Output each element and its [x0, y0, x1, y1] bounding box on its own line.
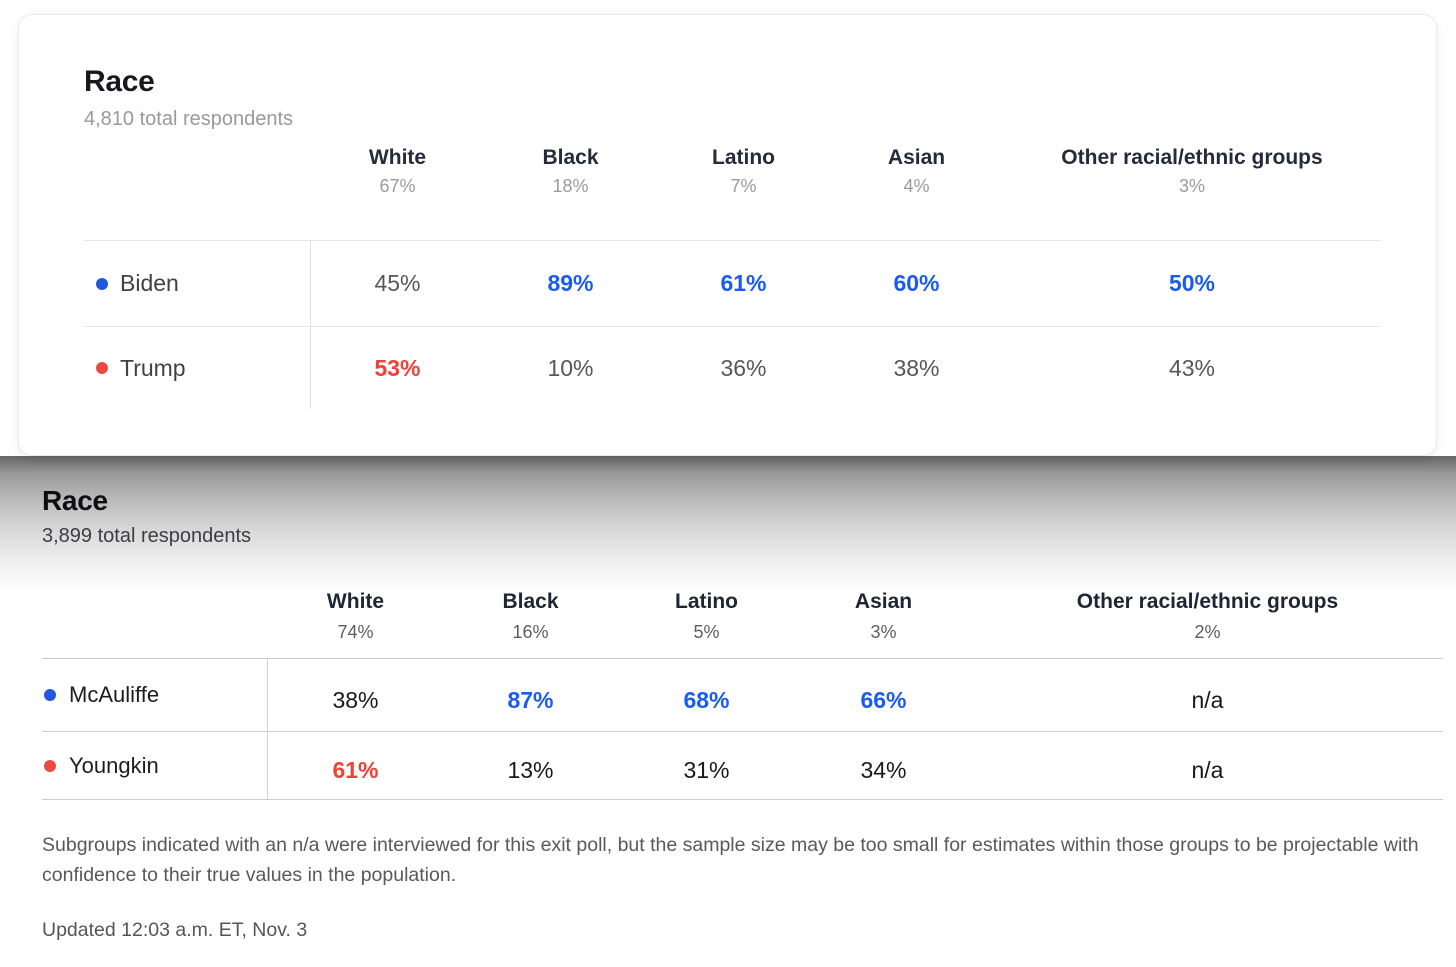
poll-value: 31% — [683, 757, 730, 783]
column-share: 16% — [512, 622, 549, 642]
column-share: 3% — [1178, 176, 1205, 196]
poll-value: 68% — [683, 686, 730, 713]
candidate-row-biden: Biden 45% 89% 61% 60% 50% — [84, 241, 1381, 326]
poll-value-na: n/a — [1191, 686, 1224, 713]
poll-value: 13% — [507, 757, 554, 783]
footnote: Subgroups indicated with an n/a were int… — [42, 834, 1419, 886]
poll-value: 50% — [1168, 270, 1216, 296]
poll-value: 87% — [507, 686, 554, 713]
row-label: Biden — [84, 241, 311, 326]
poll-value: 36% — [720, 354, 767, 381]
column-label: White — [326, 590, 385, 613]
candidate-name: Youngkin — [69, 752, 159, 778]
header-spacer — [42, 584, 268, 658]
candidate-name: McAuliffe — [69, 682, 160, 707]
column-header: White 74% — [268, 584, 443, 658]
poll-value: 53% — [374, 354, 421, 381]
column-share: 74% — [337, 622, 374, 642]
poll-value: 89% — [547, 270, 594, 296]
column-header: Asian 4% — [830, 128, 1003, 240]
poll-value: 38% — [332, 686, 379, 713]
column-label: Black — [542, 146, 599, 169]
poll-value: 66% — [860, 686, 907, 713]
updated-timestamp: Updated 12:03 a.m. ET, Nov. 3 — [42, 919, 308, 941]
poll-subtitle: 3,899 total respondents — [42, 525, 252, 547]
exit-poll-section-bottom: Race 3,899 total respondents White 74% B… — [0, 456, 1456, 967]
column-share: 18% — [552, 176, 589, 196]
table-header-row: White 67% Black 18% Latino 7% Asian 4% O… — [84, 128, 1381, 241]
poll-value: 61% — [720, 270, 767, 296]
candidate-row-youngkin: Youngkin 61% 13% 31% 34% n/a — [42, 731, 1443, 799]
poll-value: 45% — [374, 270, 421, 296]
column-label: Other racial/ethnic groups — [1076, 590, 1339, 613]
column-share: 5% — [693, 622, 720, 642]
column-share: 4% — [903, 176, 930, 196]
table-header-row: White 74% Black 16% Latino 5% Asian 3% O… — [42, 584, 1443, 659]
candidate-name: Trump — [120, 354, 186, 381]
column-header: Latino 5% — [618, 584, 795, 658]
column-header: Black 18% — [484, 128, 657, 240]
column-label: Latino — [712, 146, 775, 169]
poll-value: 61% — [332, 757, 379, 783]
poll-title: Race — [42, 485, 108, 516]
party-dot-icon — [96, 277, 108, 290]
row-label: Trump — [84, 327, 311, 409]
column-header: Other racial/ethnic groups 2% — [972, 584, 1443, 658]
party-dot-icon — [96, 362, 108, 374]
column-share: 3% — [870, 622, 897, 642]
exit-poll-table: White 74% Black 16% Latino 5% Asian 3% O… — [42, 584, 1443, 800]
column-share: 2% — [1194, 622, 1221, 642]
header-spacer — [84, 128, 311, 240]
column-header: White 67% — [311, 128, 484, 240]
column-label: White — [368, 146, 427, 169]
poll-value: 43% — [1168, 354, 1216, 381]
party-dot-icon — [44, 759, 56, 772]
poll-title: Race — [84, 65, 155, 98]
column-header: Other racial/ethnic groups 3% — [1003, 128, 1381, 240]
exit-poll-card-top: Race 4,810 total respondents White 67% B… — [18, 14, 1437, 456]
column-label: Other racial/ethnic groups — [1061, 146, 1323, 169]
column-share: 67% — [379, 176, 416, 196]
exit-poll-table: White 67% Black 18% Latino 7% Asian 4% O… — [84, 128, 1381, 409]
column-label: Black — [502, 590, 559, 613]
party-dot-icon — [44, 689, 56, 701]
row-label: Youngkin — [42, 732, 268, 799]
candidate-row-trump: Trump 53% 10% 36% 38% 43% — [84, 326, 1381, 409]
poll-value-na: n/a — [1191, 757, 1224, 783]
column-header: Latino 7% — [657, 128, 830, 240]
candidate-name: Biden — [120, 270, 179, 296]
column-share: 7% — [730, 176, 757, 196]
poll-value: 10% — [547, 354, 594, 381]
poll-value: 38% — [893, 354, 940, 381]
column-label: Asian — [854, 590, 913, 613]
column-header: Black 16% — [443, 584, 618, 658]
poll-value: 34% — [860, 757, 907, 783]
column-label: Asian — [887, 146, 946, 169]
poll-subtitle: 4,810 total respondents — [84, 108, 294, 130]
column-header: Asian 3% — [795, 584, 972, 658]
row-label: McAuliffe — [42, 659, 268, 731]
candidate-row-mcauliffe: McAuliffe 38% 87% 68% 66% n/a — [42, 659, 1443, 731]
poll-value: 60% — [893, 270, 940, 296]
column-label: Latino — [675, 590, 738, 613]
